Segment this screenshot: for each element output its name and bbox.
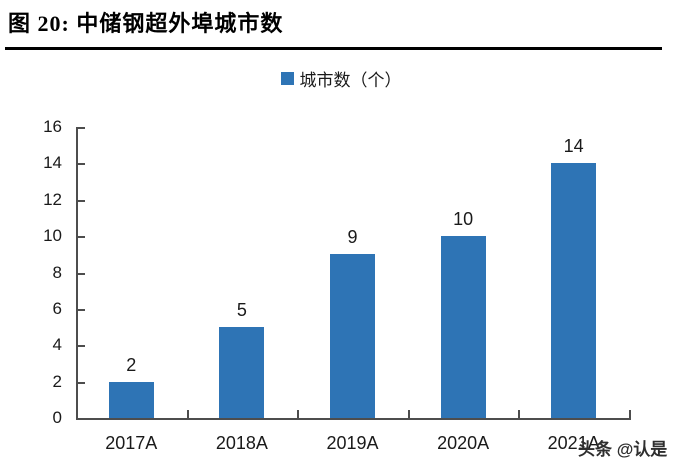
x-axis-category-label: 2020A <box>437 433 490 453</box>
y-axis-tick <box>78 272 85 275</box>
legend-label: 城市数（个） <box>299 71 402 90</box>
bar-value-label: 5 <box>236 300 247 321</box>
x-axis-tick <box>518 410 521 418</box>
bar <box>108 381 154 418</box>
bar <box>440 236 486 418</box>
y-axis-tick-label: 4 <box>52 335 62 355</box>
watermark: 头条 @认是 <box>578 440 668 459</box>
y-axis-tick-label: 10 <box>43 226 62 246</box>
x-axis-category-label: 2019A <box>326 433 379 453</box>
x-axis-tick <box>629 410 631 418</box>
x-axis-category-label: 2018A <box>215 433 268 453</box>
y-axis-tick-label: 2 <box>52 371 62 391</box>
x-axis-category-label: 2017A <box>105 433 158 453</box>
x-axis-tick <box>297 410 300 418</box>
y-axis-tick <box>78 418 85 420</box>
y-axis-tick <box>78 345 85 348</box>
x-axis-tick <box>407 410 410 418</box>
x-axis-category-label: 2021A <box>547 433 600 453</box>
y-axis-tick <box>78 199 85 202</box>
x-axis-tick <box>186 410 189 418</box>
bar-value-label: 9 <box>347 227 358 248</box>
y-axis-line <box>76 127 78 420</box>
y-axis-tick-label: 14 <box>43 153 62 173</box>
x-axis-line <box>76 418 631 420</box>
bar-value-label: 10 <box>453 209 474 230</box>
y-axis-tick-label: 6 <box>52 298 62 318</box>
y-axis-tick <box>78 236 85 239</box>
y-axis-tick-label: 0 <box>52 408 62 427</box>
x-axis-tick <box>76 410 78 418</box>
legend: 城市数（个） <box>0 66 682 91</box>
bar <box>219 327 265 418</box>
y-axis-tick <box>78 163 85 166</box>
figure-title: 图 20: 中储钢超外埠城市数 <box>8 11 284 36</box>
bar-value-label: 2 <box>126 354 137 375</box>
y-axis-tick-label: 8 <box>52 262 62 282</box>
y-axis-tick <box>78 127 85 129</box>
y-axis-tick <box>78 381 85 384</box>
y-axis-tick-label: 12 <box>43 189 62 209</box>
y-axis-tick <box>78 308 85 311</box>
legend-swatch-icon <box>280 72 294 85</box>
y-axis-tick-label: 16 <box>43 117 62 136</box>
bar <box>330 254 375 418</box>
bar-value-label: 14 <box>563 136 584 157</box>
title-underline <box>5 47 662 50</box>
bar <box>551 163 597 418</box>
